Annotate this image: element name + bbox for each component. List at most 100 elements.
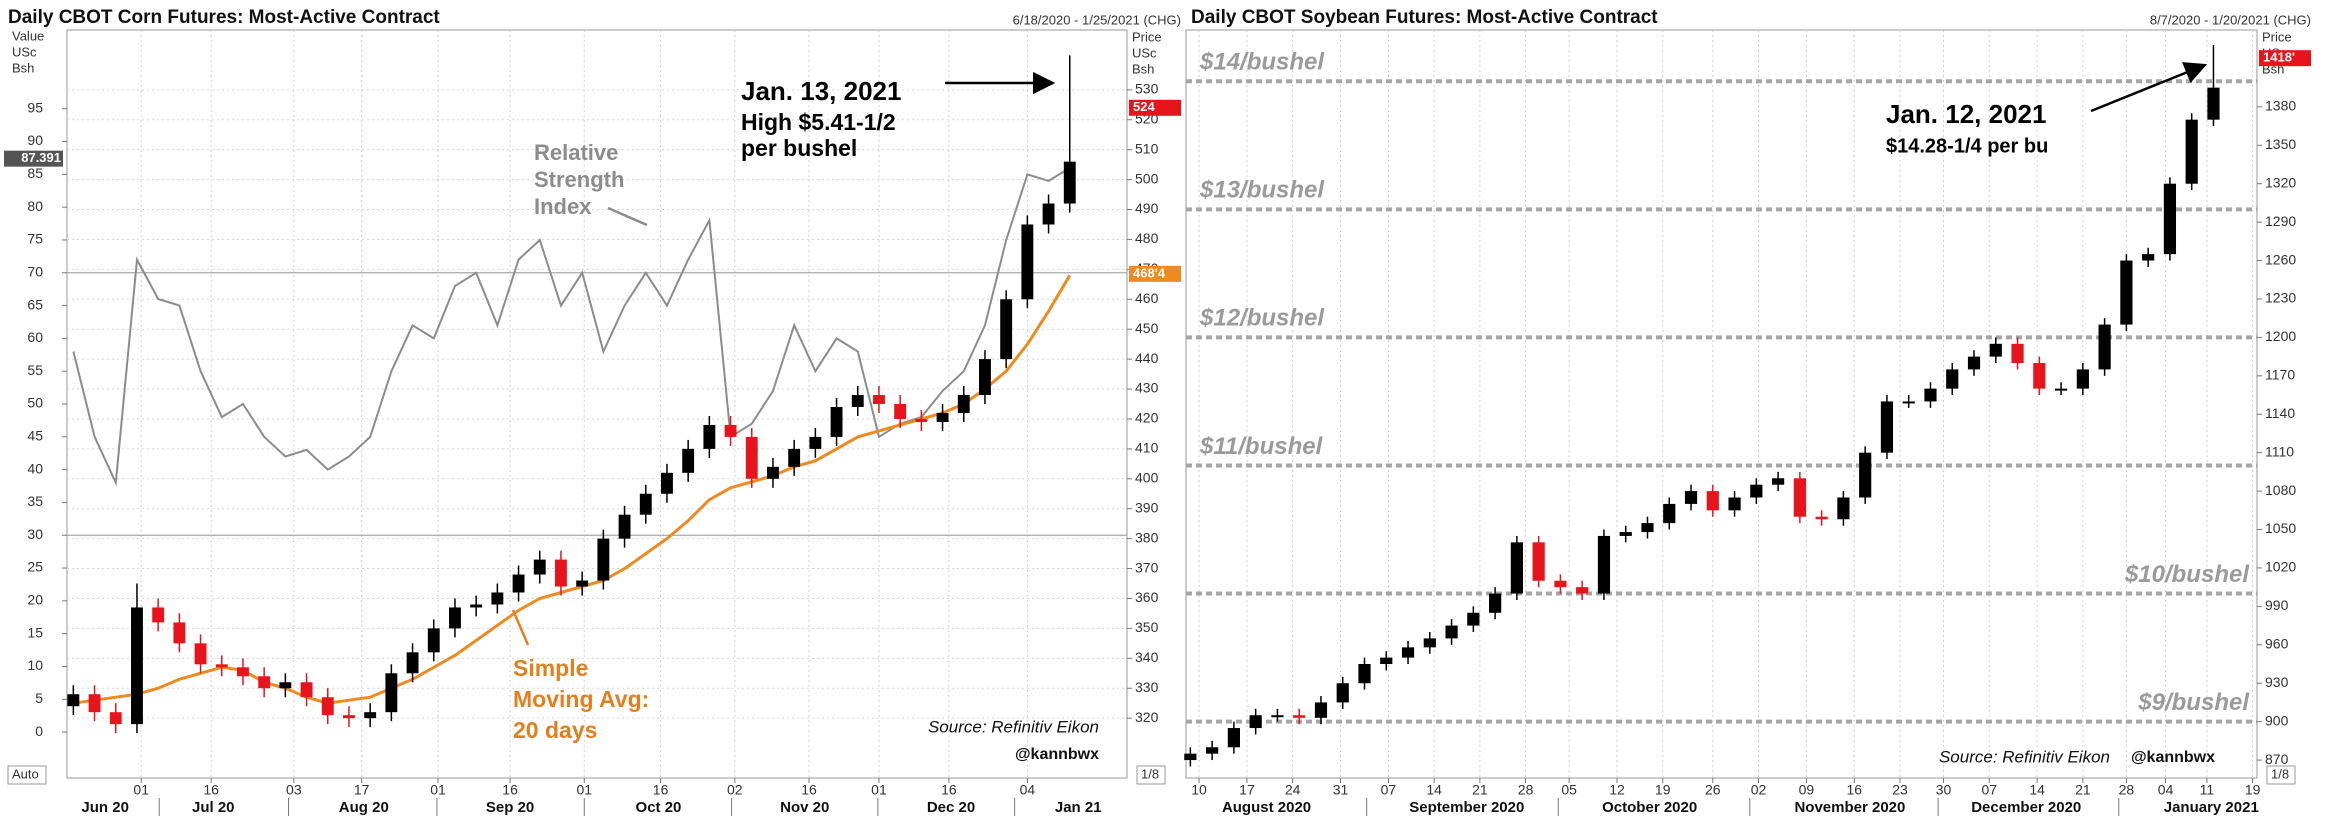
corner-box — [7, 765, 47, 785]
candle-body — [2120, 260, 2133, 325]
candle-body — [343, 715, 355, 719]
candle-body — [1021, 224, 1034, 300]
y-tick-label: 1140 — [2265, 405, 2295, 421]
annotation: Jan. 13, 2021 — [741, 76, 901, 106]
y-tick-label: 320 — [1135, 709, 1159, 725]
candle-body — [1380, 657, 1393, 665]
y2-tick-label: 45 — [27, 428, 43, 444]
axis-header: Bsh — [1132, 61, 1154, 76]
y2-tick-label: 35 — [27, 493, 43, 509]
candle-body — [2033, 363, 2046, 389]
candle-body — [1293, 715, 1306, 718]
y-tick-label: 1350 — [2265, 136, 2296, 152]
y-tick-label: 1200 — [2265, 328, 2296, 344]
corner-label: 1/8 — [2271, 766, 2289, 781]
candle-body — [2054, 388, 2068, 391]
x-tick-label: 16 — [203, 782, 219, 798]
x-tick-label: 05 — [1561, 782, 1577, 798]
candle-body — [173, 622, 186, 644]
candle-body — [1619, 532, 1632, 536]
x-tick-label: 31 — [1333, 782, 1349, 798]
candle-body — [1989, 343, 2002, 357]
x-tick-label: 16 — [653, 782, 669, 798]
y2-tick-label: 20 — [27, 592, 43, 608]
date-range: 6/18/2020 - 1/25/2021 (CHG) — [1013, 12, 1181, 27]
x-group-label: September 2020 — [1409, 799, 1524, 816]
annotation: Jan. 12, 2021 — [1886, 99, 2046, 129]
y2-tick-label: 90 — [27, 132, 43, 148]
y2-tick-label: 15 — [27, 624, 43, 640]
candle-body — [576, 580, 589, 587]
annotation: Simple — [513, 655, 588, 681]
y-tick-label: 1320 — [2265, 174, 2296, 190]
x-group-label: Jun 20 — [81, 799, 129, 816]
y-tick-label: 1080 — [2265, 482, 2296, 498]
y-tick-label: 1230 — [2265, 290, 2296, 306]
y-tick-label: 960 — [2265, 635, 2289, 651]
x-tick-label: 21 — [1472, 782, 1488, 798]
candle-body — [215, 664, 228, 668]
x-tick-label: 01 — [133, 782, 149, 798]
candle-body — [1793, 478, 1806, 517]
candle-body — [1772, 478, 1785, 485]
x-tick-label: 01 — [430, 782, 446, 798]
y2-tick-label: 10 — [27, 657, 43, 673]
x-tick-label: 04 — [1020, 782, 1036, 798]
x-tick-label: 12 — [1609, 782, 1625, 798]
candle-body — [88, 694, 101, 713]
candle-body — [1445, 625, 1458, 639]
axis-header: Price — [1132, 29, 1162, 44]
y-tick-label: 1260 — [2265, 251, 2296, 267]
y-tick-label: 500 — [1135, 170, 1159, 186]
x-group-label: Dec 20 — [927, 799, 975, 816]
candle-body — [2142, 254, 2155, 261]
level-label: $9/bushel — [2137, 689, 2250, 716]
plot-frame — [1185, 29, 2258, 779]
x-tick-label: 28 — [2119, 782, 2135, 798]
candle-body — [427, 628, 440, 653]
y-tick-label: 400 — [1135, 470, 1159, 486]
candle-body — [1728, 497, 1741, 511]
y-tick-label: 510 — [1135, 140, 1159, 156]
candle-body — [915, 418, 928, 422]
candle-body — [1184, 753, 1197, 761]
x-tick-label: 14 — [2029, 782, 2045, 798]
x-group-label: Jan 21 — [1055, 799, 1102, 816]
x-tick-label: 16 — [502, 782, 518, 798]
y-tick-label: 410 — [1135, 440, 1159, 456]
candle-body — [1532, 542, 1545, 581]
candle-body — [682, 448, 695, 473]
y-tick-label: 350 — [1135, 619, 1159, 635]
x-tick-label: 02 — [1751, 782, 1767, 798]
candle-body — [1423, 638, 1436, 648]
candle-body — [1314, 702, 1328, 718]
candle-body — [2076, 369, 2089, 389]
x-tick-label: 16 — [1846, 782, 1862, 798]
candle-body — [321, 697, 334, 716]
y-tick-label: 530 — [1135, 81, 1159, 97]
annotation: @kannbwx — [1015, 746, 1099, 763]
y-tick-label: 390 — [1135, 499, 1159, 515]
candle-body — [2011, 343, 2024, 364]
y2-tick-label: 55 — [27, 362, 43, 378]
candle-body — [597, 538, 610, 581]
annotation: $14.28-1/4 per bu — [1886, 135, 2048, 157]
candle-body — [1467, 612, 1480, 626]
value-tag-label: 87.391 — [21, 150, 61, 165]
annotation: Moving Avg: — [513, 686, 649, 712]
x-group-label: December 2020 — [1971, 799, 2081, 816]
y-tick-label: 430 — [1135, 380, 1159, 396]
x-tick-label: 10 — [1191, 782, 1207, 798]
x-tick-label: 03 — [286, 782, 302, 798]
candle-body — [2185, 119, 2198, 184]
candle-body — [1837, 497, 1850, 520]
level-label: $12/bushel — [1199, 305, 1325, 332]
candle-body — [1902, 401, 1915, 404]
candle-body — [2163, 183, 2177, 255]
level-label: $14/bushel — [1199, 49, 1325, 76]
candle-body — [131, 607, 143, 725]
y2-tick-label: 65 — [27, 296, 43, 312]
candle-body — [1271, 715, 1284, 718]
candle-body — [703, 424, 716, 449]
